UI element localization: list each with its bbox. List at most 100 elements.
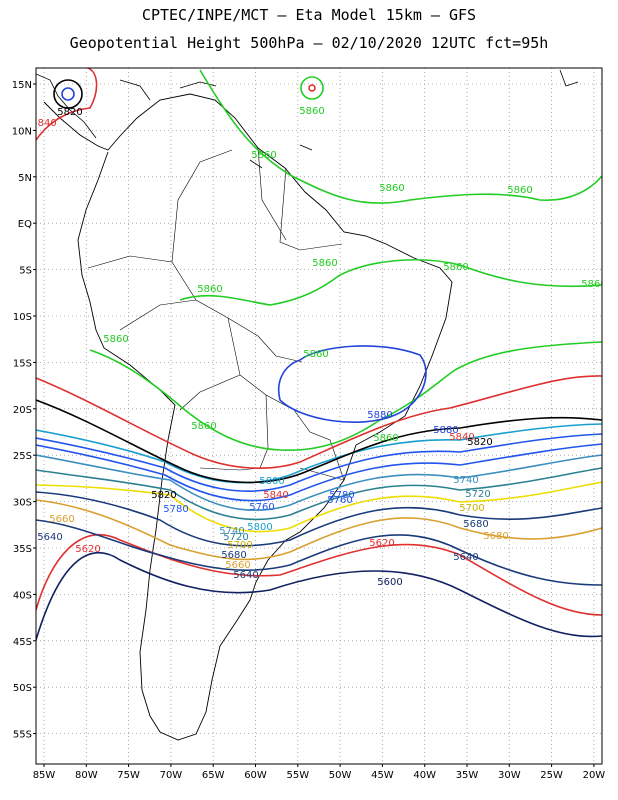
contour-label: 5640 (233, 570, 258, 581)
contour-5660 (36, 499, 602, 561)
contour-label: 5780 (329, 490, 354, 501)
contour-5620 (36, 534, 602, 616)
lon-tick-label: 60W (244, 770, 267, 781)
south-america-coastline (43, 93, 453, 741)
contour-label: 5820 (467, 437, 492, 448)
lat-tick-label: 5N (18, 173, 32, 184)
contour-label: 5600 (0, 0, 13, 3)
contour-label: 5820 (151, 490, 176, 501)
contour-5780 (36, 433, 602, 492)
contour-label: 5620 (369, 538, 394, 549)
contour-label: 5820 (57, 107, 82, 118)
contour-label: 5880 (433, 425, 458, 436)
lon-tick-label: 85W (33, 770, 56, 781)
map-frame (35, 67, 603, 765)
contour-label: 5860 (103, 334, 128, 345)
contour-label: 5860 (379, 183, 404, 194)
contour-label: 5720 (465, 489, 490, 500)
contour-label: 5620 (75, 544, 100, 555)
contour-label: 5680 (463, 519, 488, 530)
contour-label: 5860 (507, 185, 532, 196)
lat-tick-label: 15N (12, 80, 32, 91)
contour-5820-closed (53, 79, 83, 109)
contour-label: 5700 (459, 503, 484, 514)
contour-label: 5640 (453, 552, 478, 563)
contour-label: 5860 (299, 106, 324, 117)
longitude-axis: 85W 80W 75W 70W 65W 60W 55W 50W 45W 40W 35W 30W 25W 2… (33, 764, 606, 781)
graticule (36, 68, 602, 764)
contour-label: 5780 (163, 504, 188, 515)
contour-5740 (36, 454, 602, 512)
contour-label: 5840 (449, 432, 474, 443)
contour-5860-central (179, 259, 602, 306)
map-subtitle: Geopotential Height 500hPa – 02/10/2020 … (69, 34, 549, 52)
lat-tick-label: EQ (18, 219, 32, 230)
lat-tick-label: 10S (13, 312, 32, 323)
contour-label: 5860 (251, 150, 276, 161)
contour-5860-south (89, 341, 602, 452)
lon-tick-label: 70W (160, 770, 183, 781)
contour-label: 5800 (259, 476, 284, 487)
lat-tick-label: 40S (13, 590, 32, 601)
contour-label: 5860 (373, 433, 398, 444)
contour-label: 5700 (227, 540, 252, 551)
lat-tick-label: 15S (13, 358, 32, 369)
contour-5840 (36, 375, 602, 469)
contour-5760 (36, 443, 602, 502)
lat-tick-label: 35S (13, 544, 32, 555)
lon-tick-label: 65W (202, 770, 225, 781)
contour-5700 (36, 481, 602, 533)
contour-label: 5680 (221, 550, 246, 561)
lat-tick-label: 45S (13, 637, 32, 648)
contour-label: 5740 (219, 526, 244, 537)
contour-5860-north (199, 69, 602, 204)
lon-tick-label: 40W (413, 770, 436, 781)
contour-label: 5660 (225, 560, 250, 571)
contour-label: 5860 (581, 279, 606, 290)
lon-tick-label: 55W (286, 770, 309, 781)
lon-tick-label: 80W (75, 770, 98, 781)
contour-label: 5840 (263, 490, 288, 501)
lon-tick-label: 30W (498, 770, 521, 781)
contour-label: 5800 (247, 522, 272, 533)
contour-label: 5680 (483, 531, 508, 542)
contour-label: 5860 (443, 262, 468, 273)
lat-tick-label: 50S (13, 683, 32, 694)
contour-5840-closed (61, 87, 75, 101)
contour-5840-north (36, 68, 98, 141)
contour-label: 5880 (367, 410, 392, 421)
central-america-coastline (36, 69, 579, 169)
contours (36, 68, 602, 641)
lat-tick-label: 25S (13, 451, 32, 462)
contour-5820 (36, 399, 602, 484)
contour-5600 (36, 551, 602, 641)
contour-label: 5600 (377, 577, 402, 588)
lat-tick-label: 55S (13, 730, 32, 741)
contour-5880-ring (278, 345, 427, 424)
lat-tick-label: 10N (12, 126, 32, 137)
contour-label: 5860 (303, 349, 328, 360)
lat-tick-label: 5S (19, 266, 32, 277)
lat-tick-label: 20S (13, 405, 32, 416)
contour-label: 5840 (31, 118, 56, 129)
lon-tick-label: 45W (371, 770, 394, 781)
lon-tick-label: 50W (329, 770, 352, 781)
map-title: CPTEC/INPE/MCT – Eta Model 15km – GFS (141, 6, 477, 24)
contour-label: 5720 (223, 532, 248, 543)
contour-5680 (36, 491, 602, 547)
contour-5800 (36, 423, 602, 484)
contour-label: 5760 (249, 502, 274, 513)
lon-tick-label: 20W (583, 770, 606, 781)
contour-label: 5660 (49, 514, 74, 525)
contour-5640 (36, 519, 602, 586)
lon-tick-label: 75W (117, 770, 140, 781)
contour-5720 (36, 467, 602, 521)
lat-tick-label: 30S (13, 498, 32, 509)
contour-5880-closed (308, 84, 316, 92)
contour-label: 5860 (191, 421, 216, 432)
contour-label: 5760 (327, 495, 352, 506)
lon-tick-label: 35W (456, 770, 479, 781)
contour-label: 5740 (453, 475, 478, 486)
contour-label: 5860 (197, 284, 222, 295)
lon-tick-label: 25W (540, 770, 563, 781)
